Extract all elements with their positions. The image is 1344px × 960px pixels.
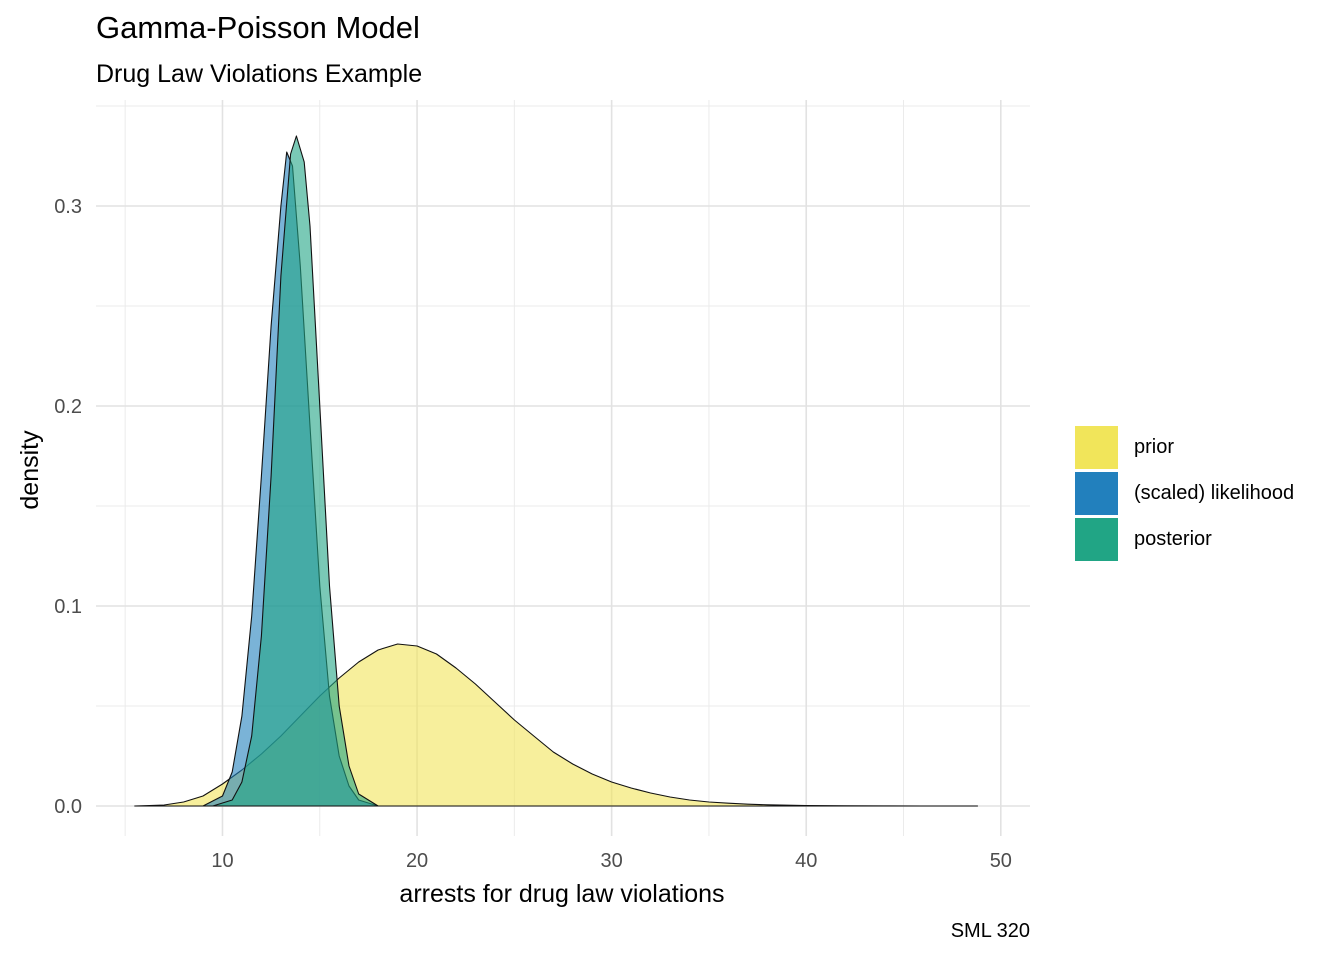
- legend: prior (scaled) likelihood posterior: [1075, 424, 1294, 562]
- legend-key-likelihood: [1075, 471, 1118, 515]
- legend-label-posterior: posterior: [1134, 527, 1212, 550]
- area-layer: [134, 135, 979, 807]
- legend-label-prior: prior: [1134, 435, 1175, 458]
- legend-key-prior: [1075, 425, 1118, 469]
- y-tick-label: 0.0: [54, 796, 82, 818]
- y-tick-label: 0.3: [54, 196, 82, 218]
- grid-layer: [96, 100, 1030, 836]
- y-tick-label: 0.2: [54, 396, 82, 418]
- y-axis-label: density: [16, 430, 44, 510]
- x-tick-label: 30: [601, 850, 623, 872]
- x-tick-label: 20: [406, 850, 428, 872]
- legend-item-prior: prior: [1075, 424, 1294, 470]
- legend-label-likelihood: (scaled) likelihood: [1134, 481, 1295, 504]
- x-tick-label: 10: [211, 850, 233, 872]
- x-tick-label: 50: [990, 850, 1012, 872]
- legend-item-posterior: posterior: [1075, 516, 1294, 562]
- x-axis-label: arrests for drug law violations: [399, 880, 724, 908]
- tick-layer: 10 20 30 40 50 0.0 0.1 0.2 0.3: [54, 196, 1012, 872]
- density-area-posterior: [134, 135, 418, 807]
- legend-key-posterior: [1075, 517, 1118, 561]
- legend-item-likelihood: (scaled) likelihood: [1075, 470, 1294, 516]
- y-tick-label: 0.1: [54, 596, 82, 618]
- chart-caption: SML 320: [950, 920, 1030, 942]
- chart-title: Gamma-Poisson Model: [96, 10, 420, 45]
- x-tick-label: 40: [795, 850, 817, 872]
- chart-subtitle: Drug Law Violations Example: [96, 60, 423, 88]
